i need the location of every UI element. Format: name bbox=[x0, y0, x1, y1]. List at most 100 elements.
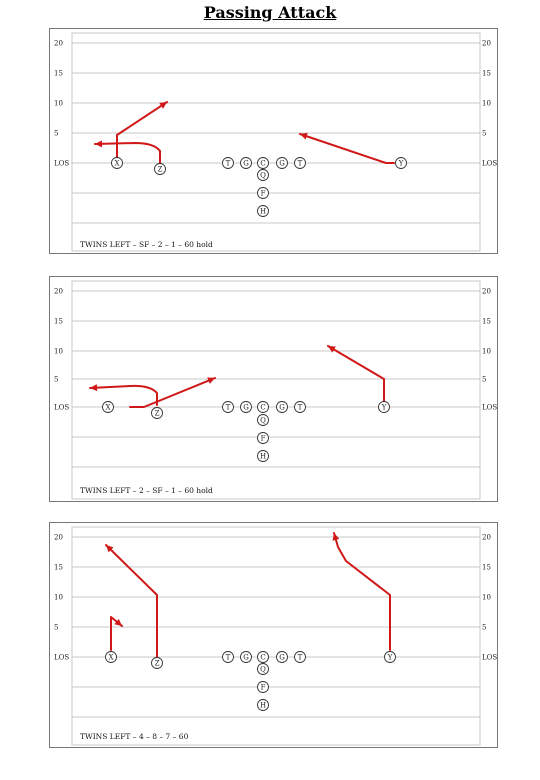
player-c-label: C bbox=[260, 160, 265, 168]
play-call-text: TWINS LEFT – 2 – SF – 1 – 60 hold bbox=[80, 486, 213, 495]
yard-label-right: 5 bbox=[482, 624, 486, 632]
player-q-label: Q bbox=[260, 417, 266, 425]
player-y-label: Y bbox=[387, 654, 393, 662]
player-rt-label: T bbox=[298, 404, 303, 412]
field-svg: 20 20 15 15 10 10 5 5 LOS LOS X Z T G C G T Y Q F H TWINS LEF… bbox=[54, 32, 497, 252]
play-diagram-3: 20 20 15 15 10 10 5 5 LOS LOS X Z T G C G T Y Q F H TWINS LEF… bbox=[49, 522, 498, 748]
yard-label-left: LOS bbox=[54, 654, 69, 662]
player-h-marker bbox=[257, 450, 269, 462]
yard-label-right: 20 bbox=[482, 534, 491, 542]
player-rg-label: G bbox=[279, 160, 285, 168]
player-y-marker bbox=[395, 157, 407, 169]
yard-label-left: LOS bbox=[54, 160, 69, 168]
player-q-marker bbox=[257, 169, 269, 181]
y-route-arrowhead bbox=[328, 346, 336, 353]
player-x-label: X bbox=[115, 160, 120, 168]
yard-label-right: LOS bbox=[482, 404, 497, 412]
player-f-label: F bbox=[261, 190, 266, 198]
play-diagram-1: 20 20 15 15 10 10 5 5 LOS LOS X Z T G C G T Y Q F H TWINS LEF… bbox=[49, 28, 498, 254]
y-route bbox=[327, 345, 385, 403]
yard-label-right: 15 bbox=[482, 318, 491, 326]
player-f-marker bbox=[257, 432, 269, 444]
yard-label-right: 5 bbox=[482, 376, 486, 384]
z-route-out-arrowhead bbox=[90, 384, 98, 392]
player-h-label: H bbox=[260, 208, 266, 216]
player-lt-label: T bbox=[226, 404, 231, 412]
player-h-label: H bbox=[260, 702, 266, 710]
player-rt-marker bbox=[294, 401, 306, 413]
yard-label-right: 10 bbox=[482, 594, 491, 602]
player-rg-marker bbox=[276, 651, 288, 663]
yard-label-right: 15 bbox=[482, 70, 491, 78]
play-call-text: TWINS LEFT – 4 – 8 – 7 – 60 bbox=[80, 732, 189, 741]
player-y-label: Y bbox=[398, 160, 404, 168]
player-c-label: C bbox=[260, 654, 265, 662]
yard-label-left: 15 bbox=[54, 564, 63, 572]
z-route-in bbox=[129, 377, 216, 408]
player-q-label: Q bbox=[260, 666, 266, 674]
player-h-label: H bbox=[260, 453, 266, 461]
yard-label-left: 5 bbox=[54, 376, 58, 384]
y-route-arrowhead bbox=[332, 533, 340, 541]
x-route-branch-arrowhead bbox=[159, 102, 167, 109]
z-route-in-arrowhead bbox=[207, 377, 215, 384]
yard-label-right: LOS bbox=[482, 160, 497, 168]
play-call-text: TWINS LEFT – SF – 2 – 1 – 60 hold bbox=[80, 240, 213, 249]
player-lt-marker bbox=[222, 157, 234, 169]
player-lt-label: T bbox=[226, 654, 231, 662]
play-diagram-2: 20 20 15 15 10 10 5 5 LOS LOS X Z T G C G T Y Q F H TWINS LEF… bbox=[49, 276, 498, 502]
z-route-out bbox=[89, 384, 158, 406]
player-z-label: Z bbox=[155, 410, 160, 418]
x-route-arrowhead bbox=[114, 618, 122, 626]
player-lg-label: G bbox=[243, 160, 249, 168]
player-f-label: F bbox=[261, 435, 266, 443]
player-lg-label: G bbox=[243, 404, 249, 412]
player-h-marker bbox=[257, 699, 269, 711]
player-x-marker bbox=[111, 157, 123, 169]
player-z-label: Z bbox=[158, 166, 163, 174]
yard-label-right: 20 bbox=[482, 40, 491, 48]
yard-label-right: LOS bbox=[482, 654, 497, 662]
player-rg-marker bbox=[276, 157, 288, 169]
player-c-marker bbox=[257, 157, 269, 169]
player-h-marker bbox=[257, 205, 269, 217]
player-x-label: X bbox=[106, 404, 111, 412]
y-route-arrowhead bbox=[300, 132, 308, 140]
player-lg-marker bbox=[240, 651, 252, 663]
field-border bbox=[71, 280, 481, 500]
yard-label-right: 20 bbox=[482, 288, 491, 296]
player-rt-label: T bbox=[298, 160, 303, 168]
z-route bbox=[105, 544, 158, 658]
player-lt-marker bbox=[222, 651, 234, 663]
routes-layer bbox=[105, 532, 391, 658]
player-f-marker bbox=[257, 681, 269, 693]
z-route-arrowhead bbox=[106, 545, 114, 553]
field-svg: 20 20 15 15 10 10 5 5 LOS LOS X Z T G C G T Y Q F H TWINS LEF… bbox=[54, 280, 497, 500]
yard-label-right: 10 bbox=[482, 100, 491, 108]
player-y-label: Y bbox=[381, 404, 387, 412]
player-lt-label: T bbox=[226, 160, 231, 168]
z-route bbox=[94, 142, 161, 164]
player-lg-marker bbox=[240, 401, 252, 413]
player-x-label: X bbox=[109, 654, 114, 662]
yard-label-left: 10 bbox=[54, 348, 63, 356]
formation-layer: X Z T G C G T Y Q F H bbox=[102, 401, 390, 462]
player-y-marker bbox=[378, 401, 390, 413]
player-rt-marker bbox=[294, 651, 306, 663]
yard-label-left: 20 bbox=[54, 40, 63, 48]
player-lg-label: G bbox=[243, 654, 249, 662]
page-title: Passing Attack bbox=[203, 3, 337, 22]
yard-label-left: 15 bbox=[54, 70, 63, 78]
player-z-marker bbox=[151, 407, 163, 419]
player-q-label: Q bbox=[260, 172, 266, 180]
field-border bbox=[71, 32, 481, 252]
field-border bbox=[71, 526, 481, 746]
formation-layer: X Z T G C G T Y Q F H bbox=[105, 651, 396, 711]
player-c-marker bbox=[257, 401, 269, 413]
z-route-arrowhead bbox=[95, 140, 103, 148]
routes-layer bbox=[94, 101, 395, 164]
yard-label-left: 15 bbox=[54, 318, 63, 326]
player-c-label: C bbox=[260, 404, 265, 412]
yard-label-left: 20 bbox=[54, 288, 63, 296]
player-x-marker bbox=[105, 651, 117, 663]
